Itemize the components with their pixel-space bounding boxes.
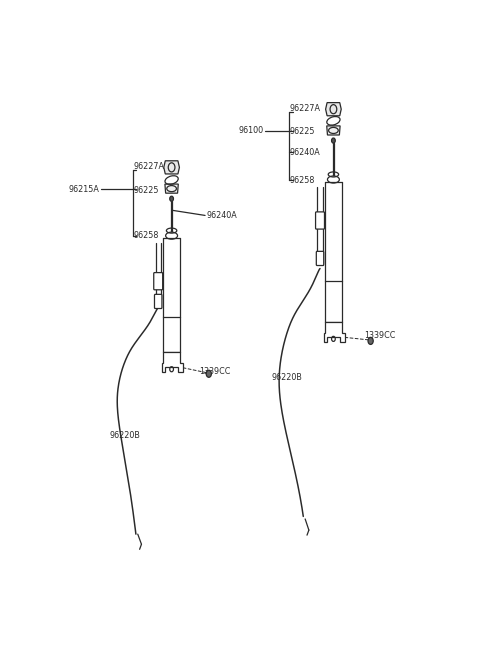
Text: 96100: 96100 xyxy=(239,126,264,135)
Text: 96227A: 96227A xyxy=(133,162,165,171)
Text: 96220B: 96220B xyxy=(110,431,141,440)
Text: 96258: 96258 xyxy=(133,231,159,240)
FancyBboxPatch shape xyxy=(154,273,163,290)
Polygon shape xyxy=(162,352,183,373)
Text: 96225: 96225 xyxy=(133,186,159,194)
Text: 96240A: 96240A xyxy=(206,211,237,220)
Polygon shape xyxy=(324,322,345,342)
Text: 96220B: 96220B xyxy=(272,373,302,382)
Polygon shape xyxy=(325,102,341,116)
FancyBboxPatch shape xyxy=(155,294,162,309)
Polygon shape xyxy=(165,184,178,193)
Text: 1339CC: 1339CC xyxy=(200,367,231,376)
FancyBboxPatch shape xyxy=(315,212,324,229)
Text: 96240A: 96240A xyxy=(290,148,321,156)
Polygon shape xyxy=(327,126,340,135)
Text: 96215A: 96215A xyxy=(69,185,100,194)
Text: 96258: 96258 xyxy=(290,175,315,185)
Circle shape xyxy=(332,138,335,143)
Circle shape xyxy=(170,196,173,201)
Text: 96225: 96225 xyxy=(290,127,315,137)
Text: 96227A: 96227A xyxy=(290,104,321,113)
FancyBboxPatch shape xyxy=(316,252,324,265)
Polygon shape xyxy=(164,161,180,174)
Text: 1339CC: 1339CC xyxy=(364,331,396,340)
Circle shape xyxy=(206,371,211,377)
Circle shape xyxy=(368,337,373,344)
